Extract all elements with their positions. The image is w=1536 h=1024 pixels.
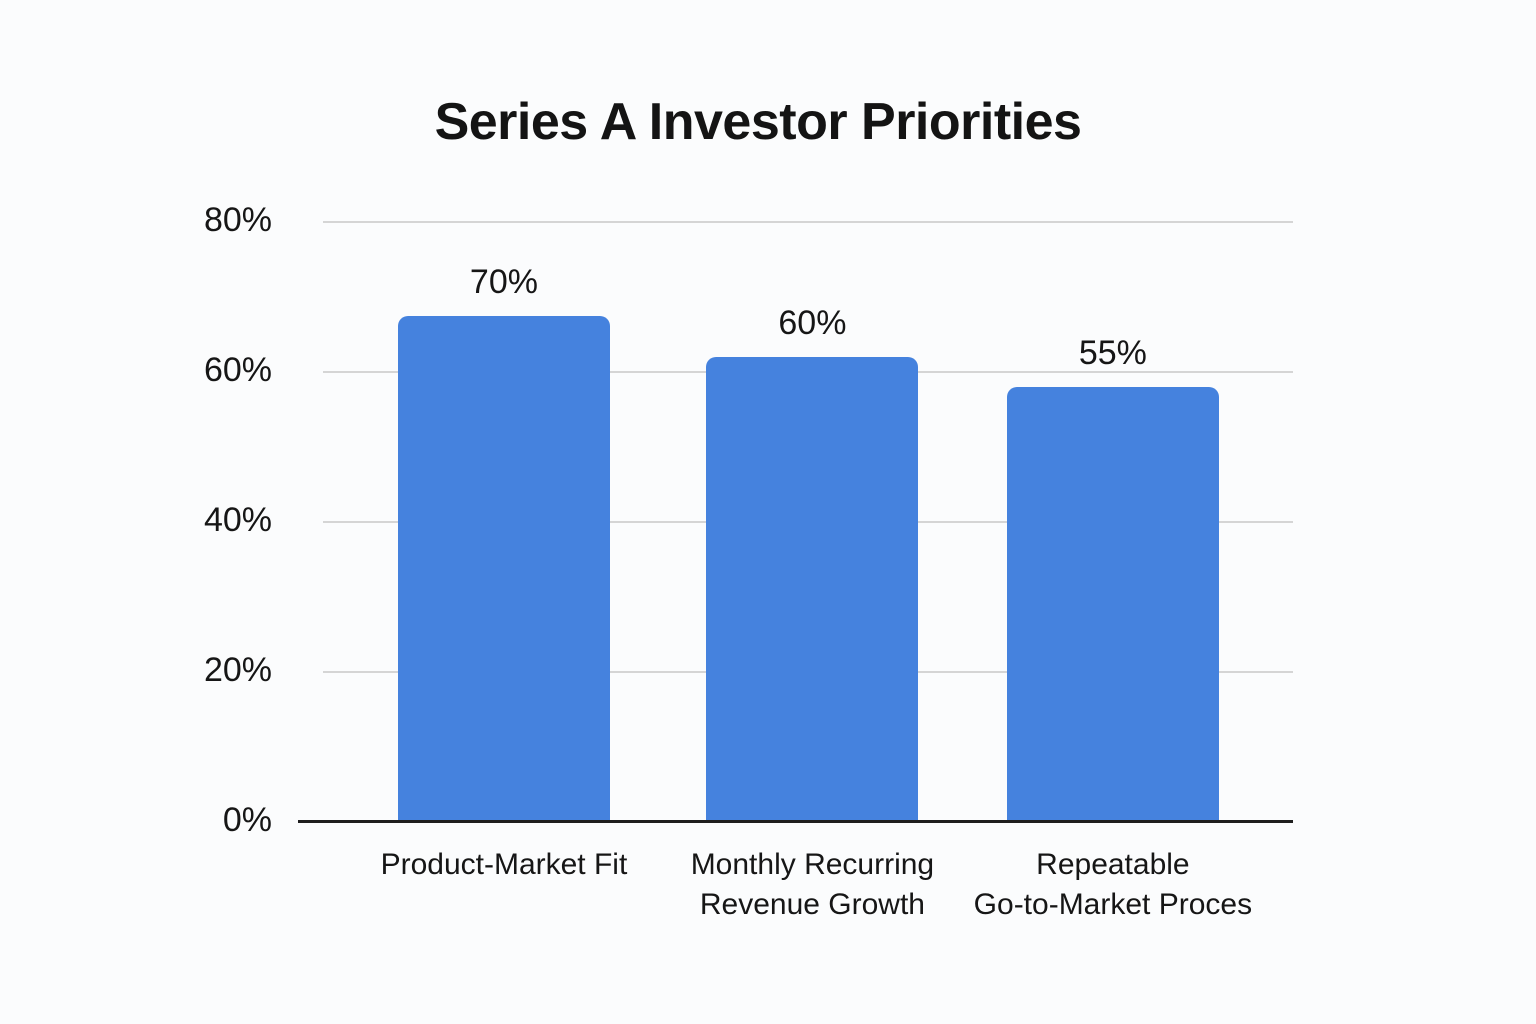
bar	[397, 315, 610, 822]
y-axis-tick-label: 40%	[203, 500, 272, 539]
bar	[706, 357, 919, 822]
chart-title: Series A Investor Priorities	[434, 93, 1082, 151]
y-axis-tick-label: 0%	[222, 800, 272, 839]
gridline	[323, 221, 1293, 223]
y-axis-tick-label: 20%	[203, 650, 272, 689]
y-axis-tick-label: 60%	[203, 350, 272, 389]
plot-area: 0% 20% 40% 60% 80% 70% Product-Market Fit 60% Mo…	[204, 201, 1293, 921]
x-axis-line	[298, 820, 1293, 823]
x-axis-category-label: Repeatable Go-to-Market Proces	[973, 848, 1253, 921]
bar-value-label: 70%	[469, 262, 538, 301]
x-axis-category-label: Product-Market Fit	[380, 848, 628, 881]
bar-value-label: 60%	[778, 304, 847, 342]
bar	[1006, 387, 1219, 822]
y-axis-tick-label: 80%	[203, 200, 272, 239]
bar-value-label: 55%	[1078, 334, 1147, 372]
x-axis-category-label: Monthly Recurring Revenue Growth	[690, 848, 935, 921]
